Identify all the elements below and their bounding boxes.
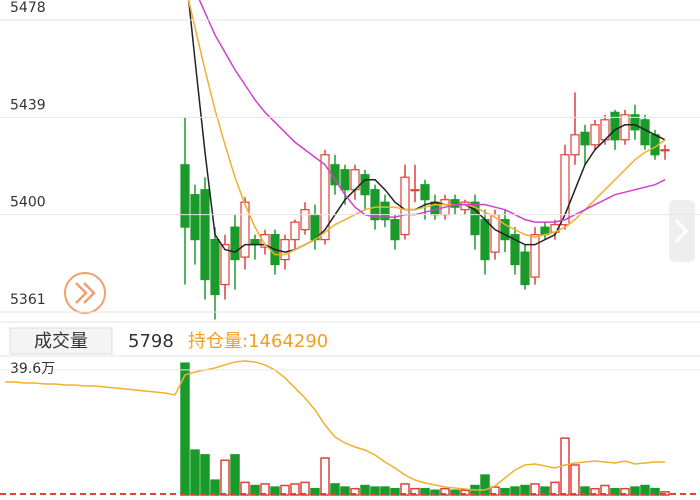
scroll-arrow[interactable] <box>75 282 96 304</box>
candle-body <box>570 134 580 156</box>
candle-body <box>230 226 240 261</box>
candle-body <box>630 114 640 131</box>
volume-bar <box>180 362 190 496</box>
candle-body <box>560 154 570 226</box>
candle-body <box>660 149 670 152</box>
y-tick-label: 5478 <box>10 0 46 16</box>
candle-body <box>590 124 600 146</box>
price-panel <box>180 0 670 320</box>
volume-button-label[interactable]: 成交量 <box>34 331 88 352</box>
volume-bar <box>230 454 240 496</box>
candle-body <box>260 234 270 248</box>
candle-body <box>180 164 190 228</box>
y-tick-label: 5439 <box>10 97 46 113</box>
candle-body <box>380 201 390 221</box>
candle-body <box>210 239 220 296</box>
candle-body <box>610 111 620 141</box>
volume-now: 5798 <box>128 331 174 352</box>
y-tick-label: 39.6万 <box>10 361 55 377</box>
y-tick-label: 5400 <box>10 195 46 211</box>
volume-button[interactable] <box>9 327 113 355</box>
moving-average <box>198 0 666 223</box>
candle-body <box>420 184 430 201</box>
scroll-button[interactable] <box>64 272 106 314</box>
side-handle[interactable] <box>669 200 695 262</box>
candle-body <box>470 201 480 236</box>
volume-bar <box>480 474 490 496</box>
candle-body <box>500 219 510 241</box>
candle-body <box>200 189 210 281</box>
candle-body <box>480 219 490 261</box>
candle-body <box>370 189 380 221</box>
candle-body <box>520 251 530 286</box>
candle-body <box>240 201 250 258</box>
candle-body <box>300 209 310 231</box>
candle-body <box>510 234 520 266</box>
candle-body <box>450 199 460 208</box>
volume-panel <box>5 360 670 496</box>
candle-body <box>280 239 290 261</box>
candle-body <box>490 214 500 253</box>
candle-body <box>580 131 590 146</box>
candle-body <box>320 154 330 241</box>
candle-body <box>290 221 300 241</box>
candle-body <box>400 176 410 236</box>
candle-body <box>530 234 540 278</box>
candle-body <box>390 219 400 241</box>
candle-body <box>410 189 420 192</box>
volume-bar <box>190 449 200 496</box>
y-tick-label: 5361 <box>10 292 46 308</box>
open-interest-text: 持仓量:1464290 <box>188 331 328 352</box>
volume-bar <box>220 459 230 496</box>
candle-body <box>640 119 650 146</box>
open-interest-line <box>5 360 666 491</box>
volume-bar <box>320 457 330 496</box>
candle-body <box>620 114 630 141</box>
candle-body <box>220 244 230 286</box>
candle-body <box>190 194 200 241</box>
volume-bar <box>200 454 210 496</box>
volume-bar <box>570 464 580 496</box>
candle-body <box>360 174 370 196</box>
candle-body <box>340 169 350 191</box>
side-arrow[interactable] <box>674 218 689 244</box>
volume-bar <box>210 479 220 496</box>
